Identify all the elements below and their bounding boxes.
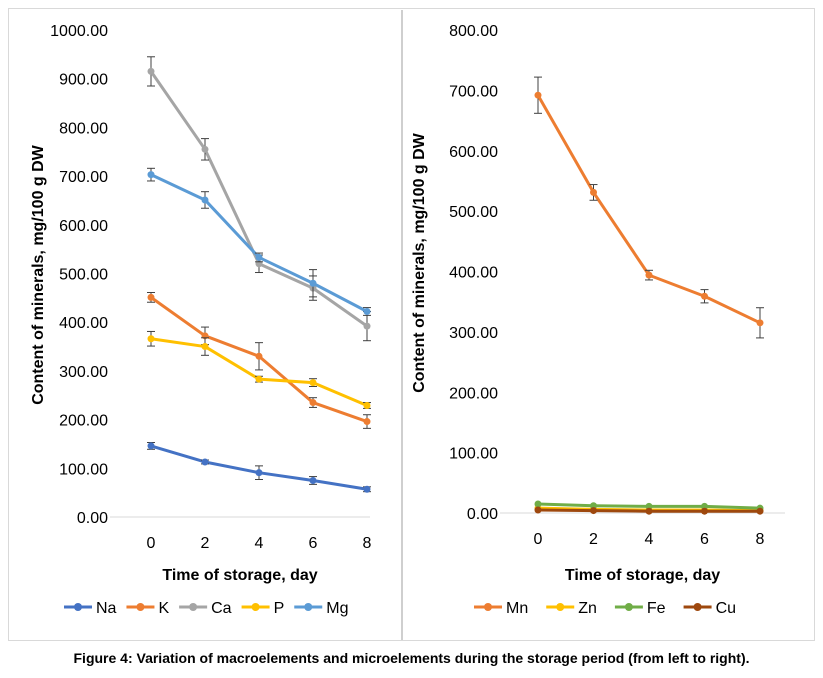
data-point-fe bbox=[645, 502, 653, 510]
x-tick-label: 4 bbox=[255, 535, 264, 552]
data-point-na bbox=[255, 469, 263, 477]
legend-marker-mn bbox=[484, 603, 492, 611]
x-tick-label: 0 bbox=[534, 531, 543, 548]
legend-marker-zn bbox=[556, 603, 565, 611]
legend-marker-cu bbox=[693, 603, 702, 611]
legend-marker-k bbox=[136, 603, 145, 611]
data-point-k bbox=[309, 399, 317, 407]
legend-label-k: K bbox=[158, 600, 169, 617]
legend-label-p: P bbox=[274, 600, 285, 617]
data-point-mn bbox=[534, 91, 542, 99]
series-line-mn bbox=[536, 94, 761, 325]
data-point-k bbox=[363, 418, 371, 426]
y-tick-label: 300.00 bbox=[59, 364, 108, 381]
data-point-mn bbox=[645, 271, 653, 279]
legend-label-mn: Mn bbox=[506, 600, 528, 617]
data-point-fe bbox=[701, 502, 708, 510]
macroelements-chart: 0.00 100.00 200.00 300.00 400.00 500.00 600.00… bbox=[30, 23, 372, 617]
legend-marker-p bbox=[251, 603, 260, 611]
data-point-mg bbox=[255, 253, 263, 261]
data-point-ca bbox=[363, 322, 371, 330]
legend-marker-fe bbox=[624, 603, 633, 611]
data-point-fe bbox=[534, 500, 542, 508]
y-axis-title: Content of minerals, mg/100 g DW bbox=[411, 132, 428, 392]
data-point-p bbox=[363, 401, 371, 409]
x-tick-label: 2 bbox=[201, 535, 210, 552]
data-point-mn bbox=[590, 188, 597, 196]
y-tick-label: 300.00 bbox=[449, 325, 498, 342]
data-point-cu bbox=[534, 506, 542, 514]
y-tick-label: 200.00 bbox=[449, 385, 498, 402]
legend-label-mg: Mg bbox=[326, 600, 348, 617]
data-point-p bbox=[309, 379, 317, 387]
data-point-mn bbox=[756, 319, 764, 327]
x-axis-title: Time of storage, day bbox=[162, 567, 317, 584]
y-axis-title: Content of minerals, mg/100 g DW bbox=[30, 144, 47, 404]
y-tick-label: 700.00 bbox=[449, 83, 498, 100]
y-tick-label: 100.00 bbox=[449, 446, 498, 463]
x-tick-label: 0 bbox=[147, 535, 156, 552]
data-point-mg bbox=[309, 279, 317, 287]
legend-label-zn: Zn bbox=[578, 600, 597, 617]
data-point-mn bbox=[701, 292, 708, 300]
charts-canvas: 0.00100.00200.00300.00400.00500.00600.00… bbox=[30, 10, 785, 640]
x-tick-label: 6 bbox=[309, 535, 318, 552]
x-tick-label: 8 bbox=[363, 535, 372, 552]
x-tick-label: 8 bbox=[756, 531, 765, 548]
data-point-mg bbox=[147, 171, 155, 179]
data-point-k bbox=[147, 293, 155, 301]
microelements-chart: 0.00 100.00 200.00 300.00 400.00 500.00 600.00… bbox=[411, 23, 785, 617]
legend-label-na: Na bbox=[96, 600, 117, 617]
data-point-na bbox=[309, 476, 317, 484]
series-line-ca bbox=[149, 70, 368, 328]
y-tick-label: 0.00 bbox=[77, 510, 108, 527]
data-point-na bbox=[201, 458, 209, 466]
data-point-na bbox=[147, 442, 155, 450]
x-axis-title: Time of storage, day bbox=[565, 567, 720, 584]
data-point-p bbox=[255, 375, 263, 383]
x-tick-label: 6 bbox=[700, 531, 709, 548]
y-tick-label: 700.00 bbox=[59, 169, 108, 186]
x-tick-label: 2 bbox=[589, 531, 598, 548]
y-tick-label: 400.00 bbox=[59, 315, 108, 332]
y-tick-label: 100.00 bbox=[59, 461, 108, 478]
data-point-ca bbox=[201, 145, 209, 153]
y-tick-label: 600.00 bbox=[449, 144, 498, 161]
legend-marker-na bbox=[74, 603, 82, 611]
x-tick-label: 4 bbox=[645, 531, 654, 548]
data-point-cu bbox=[645, 507, 653, 515]
legend-marker-mg bbox=[304, 603, 313, 611]
legend-label-cu: Cu bbox=[716, 600, 736, 617]
y-tick-label: 1000.00 bbox=[50, 23, 108, 40]
figure-caption: Figure 4: Variation of macroelements and… bbox=[73, 650, 750, 666]
y-tick-label: 900.00 bbox=[59, 72, 108, 89]
figure-frame bbox=[8, 8, 815, 641]
data-point-cu bbox=[590, 507, 597, 515]
data-point-p bbox=[147, 335, 155, 343]
y-tick-label: 0.00 bbox=[467, 506, 498, 523]
data-point-mg bbox=[363, 307, 371, 315]
data-point-cu bbox=[701, 507, 708, 515]
data-point-fe bbox=[590, 502, 597, 510]
y-tick-label: 200.00 bbox=[59, 413, 108, 430]
y-tick-label: 400.00 bbox=[449, 265, 498, 282]
data-point-cu bbox=[756, 507, 764, 515]
y-tick-label: 500.00 bbox=[59, 267, 108, 284]
data-point-mg bbox=[201, 196, 209, 204]
legend-label-fe: Fe bbox=[647, 600, 666, 617]
legend-label-ca: Ca bbox=[211, 600, 232, 617]
series-line-mg bbox=[150, 173, 368, 313]
y-tick-label: 500.00 bbox=[449, 204, 498, 221]
data-point-k bbox=[255, 352, 263, 360]
data-point-na bbox=[363, 485, 371, 493]
data-point-ca bbox=[147, 67, 155, 75]
y-tick-label: 800.00 bbox=[449, 23, 498, 40]
y-tick-label: 800.00 bbox=[59, 120, 108, 137]
data-point-p bbox=[201, 343, 209, 351]
legend-marker-ca bbox=[189, 603, 198, 611]
y-tick-label: 600.00 bbox=[59, 218, 108, 235]
